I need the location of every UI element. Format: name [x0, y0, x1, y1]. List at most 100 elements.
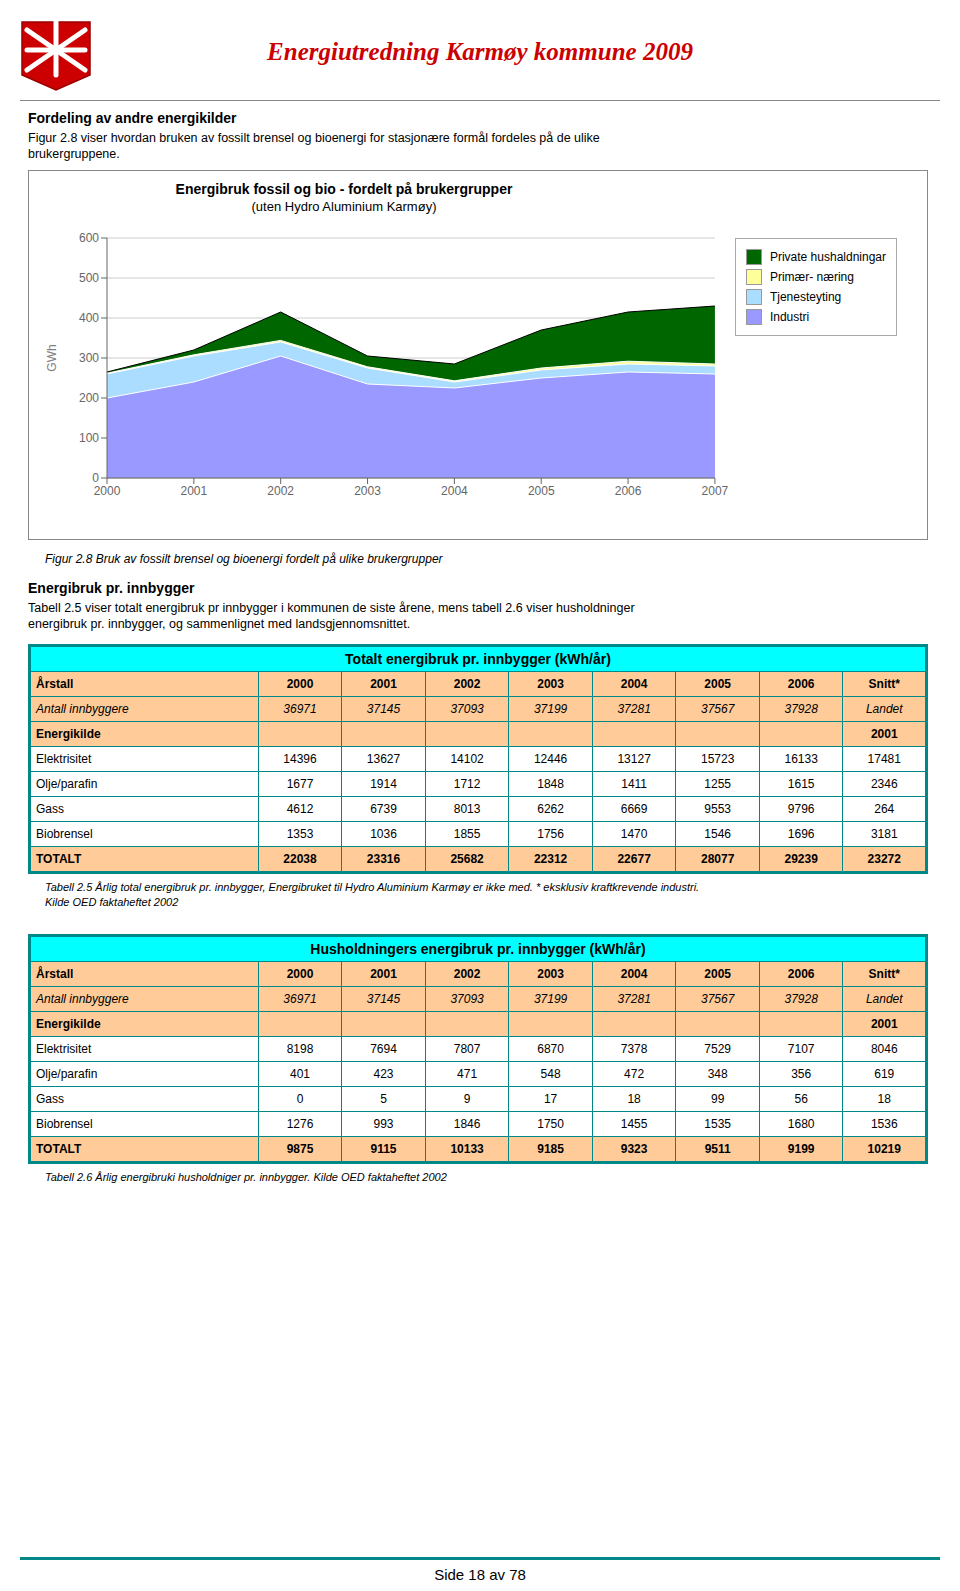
html-text:37928: 37928	[784, 702, 818, 716]
svg-text:2006: 2006	[615, 484, 642, 498]
html-text:22312: 22312	[533, 852, 568, 866]
html-text:2346: 2346	[870, 777, 898, 791]
html-text:16133: 16133	[784, 752, 818, 766]
html-text:Figur 2.8 viser hvordan bruken: Figur 2.8 viser hvordan bruken av fossil…	[28, 131, 600, 145]
html-text:Antall innbyggere: Antall innbyggere	[36, 702, 129, 716]
svg-text:2000: 2000	[94, 484, 121, 498]
html-text:Snitt*: Snitt*	[868, 677, 900, 691]
html-text:Årstall: Årstall	[36, 967, 74, 981]
html-text:13627: 13627	[366, 752, 401, 766]
svg-text:GWh: GWh	[45, 344, 59, 371]
html-text:264: 264	[874, 802, 895, 816]
html-text:6669: 6669	[620, 802, 648, 816]
html-text:6739: 6739	[370, 802, 397, 816]
html-text:2003: 2003	[537, 677, 564, 691]
html-text:Energikilde: Energikilde	[36, 727, 101, 741]
html-text:25682: 25682	[450, 852, 484, 866]
html-text:2002: 2002	[453, 677, 481, 691]
svg-text:300: 300	[79, 351, 99, 365]
html-text:Energibruk pr. innbygger: Energibruk pr. innbygger	[28, 580, 195, 596]
html-text:TOTALT: TOTALT	[36, 852, 82, 866]
html-text:1677: 1677	[286, 777, 314, 791]
html-text:1756: 1756	[537, 827, 564, 841]
html-text:1855: 1855	[453, 827, 481, 841]
html-text:Årstall: Årstall	[36, 677, 74, 691]
html-text:12446: 12446	[533, 752, 568, 766]
svg-text:2007: 2007	[702, 484, 729, 498]
html-text:Totalt energibruk pr. innbygge: Totalt energibruk pr. innbygger (kWh/år)	[345, 651, 611, 667]
html-text:2000: 2000	[286, 677, 314, 691]
html-text:2000: 2000	[286, 967, 314, 981]
html-text:6262: 6262	[537, 802, 564, 816]
html-text:37199: 37199	[533, 702, 568, 716]
html-text:4612: 4612	[286, 802, 314, 816]
svg-text:200: 200	[79, 391, 99, 405]
html-text:Husholdningers energibruk pr.: Husholdningers energibruk pr. innbygger …	[310, 941, 646, 957]
html-text:Figur 2.8 Bruk av fossilt bren: Figur 2.8 Bruk av fossilt brensel og bio…	[45, 552, 443, 566]
html-text:(uten Hydro Aluminium Karmøy): (uten Hydro Aluminium Karmøy)	[251, 199, 437, 214]
html-text:Olje/parafin: Olje/parafin	[36, 777, 98, 791]
html-text:9553: 9553	[704, 802, 731, 816]
svg-text:2003: 2003	[354, 484, 381, 498]
html-text:1848: 1848	[537, 777, 564, 791]
html-text:Gass: Gass	[36, 802, 64, 816]
html-text:1036: 1036	[370, 827, 397, 841]
html-text:15723: 15723	[701, 752, 735, 766]
html-text:1255: 1255	[704, 777, 731, 791]
html-text:1411: 1411	[621, 777, 647, 791]
svg-text:2005: 2005	[528, 484, 555, 498]
svg-text:2004: 2004	[441, 484, 468, 498]
html-text:Energibruk fossil og bio - for: Energibruk fossil og bio - fordelt på br…	[175, 181, 513, 197]
html-text:1470: 1470	[620, 827, 648, 841]
html-text:23316: 23316	[366, 852, 401, 866]
html-text:37093: 37093	[450, 702, 484, 716]
html-text:3181: 3181	[870, 827, 898, 841]
html-text:1712: 1712	[453, 777, 481, 791]
svg-text:0: 0	[92, 471, 99, 485]
html-text:13127: 13127	[617, 752, 651, 766]
html-text:29239: 29239	[784, 852, 818, 866]
svg-text:400: 400	[79, 311, 99, 325]
html-text:2001: 2001	[370, 677, 397, 691]
html-text:brukergruppene.: brukergruppene.	[28, 147, 120, 161]
html-text:Tabell 2.5 viser totalt energi: Tabell 2.5 viser totalt energibruk pr in…	[28, 601, 635, 615]
html-text:Elektrisitet: Elektrisitet	[36, 752, 92, 766]
html-text:28077: 28077	[701, 852, 735, 866]
html-text:8013: 8013	[453, 802, 481, 816]
html-text:Private hushaldningar: Private hushaldningar	[769, 250, 886, 264]
html-text:1696: 1696	[787, 827, 815, 841]
html-text:23272: 23272	[867, 852, 901, 866]
html-text:17481: 17481	[867, 752, 901, 766]
html-text:37145: 37145	[366, 702, 401, 716]
html-text:1546: 1546	[704, 827, 731, 841]
html-text:Energiutredning Karmøy kommune: Energiutredning Karmøy kommune 2009	[267, 38, 693, 65]
html-text:2005: 2005	[704, 677, 731, 691]
html-text:energibruk pr. innbygger, og s: energibruk pr. innbygger, og sammenligne…	[28, 617, 411, 631]
html-text:2004: 2004	[620, 677, 648, 691]
html-text:Industri: Industri	[769, 310, 810, 324]
html-text:1353: 1353	[286, 827, 314, 841]
svg-text:2002: 2002	[267, 484, 294, 498]
html-text:14102: 14102	[450, 752, 484, 766]
html-text:Tjenesteyting: Tjenesteyting	[769, 290, 842, 304]
html-text:37567: 37567	[701, 702, 735, 716]
html-text:36971: 36971	[283, 702, 317, 716]
html-text:2001: 2001	[870, 727, 898, 741]
svg-text:600: 600	[79, 231, 99, 245]
svg-text:500: 500	[79, 271, 99, 285]
svg-text:2001: 2001	[180, 484, 207, 498]
html-text:1615: 1615	[787, 777, 815, 791]
html-text:9796: 9796	[787, 802, 815, 816]
html-text:22677: 22677	[617, 852, 651, 866]
html-text:Landet: Landet	[865, 702, 903, 716]
svg-text:100: 100	[79, 431, 99, 445]
html-text:37281: 37281	[617, 702, 651, 716]
html-text:22038: 22038	[283, 852, 317, 866]
html-text:Biobrensel: Biobrensel	[36, 827, 93, 841]
html-text:14396: 14396	[283, 752, 317, 766]
html-text:1914: 1914	[370, 777, 397, 791]
html-text:Primær- næring: Primær- næring	[769, 270, 854, 284]
html-text:2006: 2006	[787, 677, 815, 691]
html-text:Fordeling av andre energikilde: Fordeling av andre energikilder	[28, 110, 237, 126]
html-text:Side 18 av 78: Side 18 av 78	[434, 1566, 526, 1583]
